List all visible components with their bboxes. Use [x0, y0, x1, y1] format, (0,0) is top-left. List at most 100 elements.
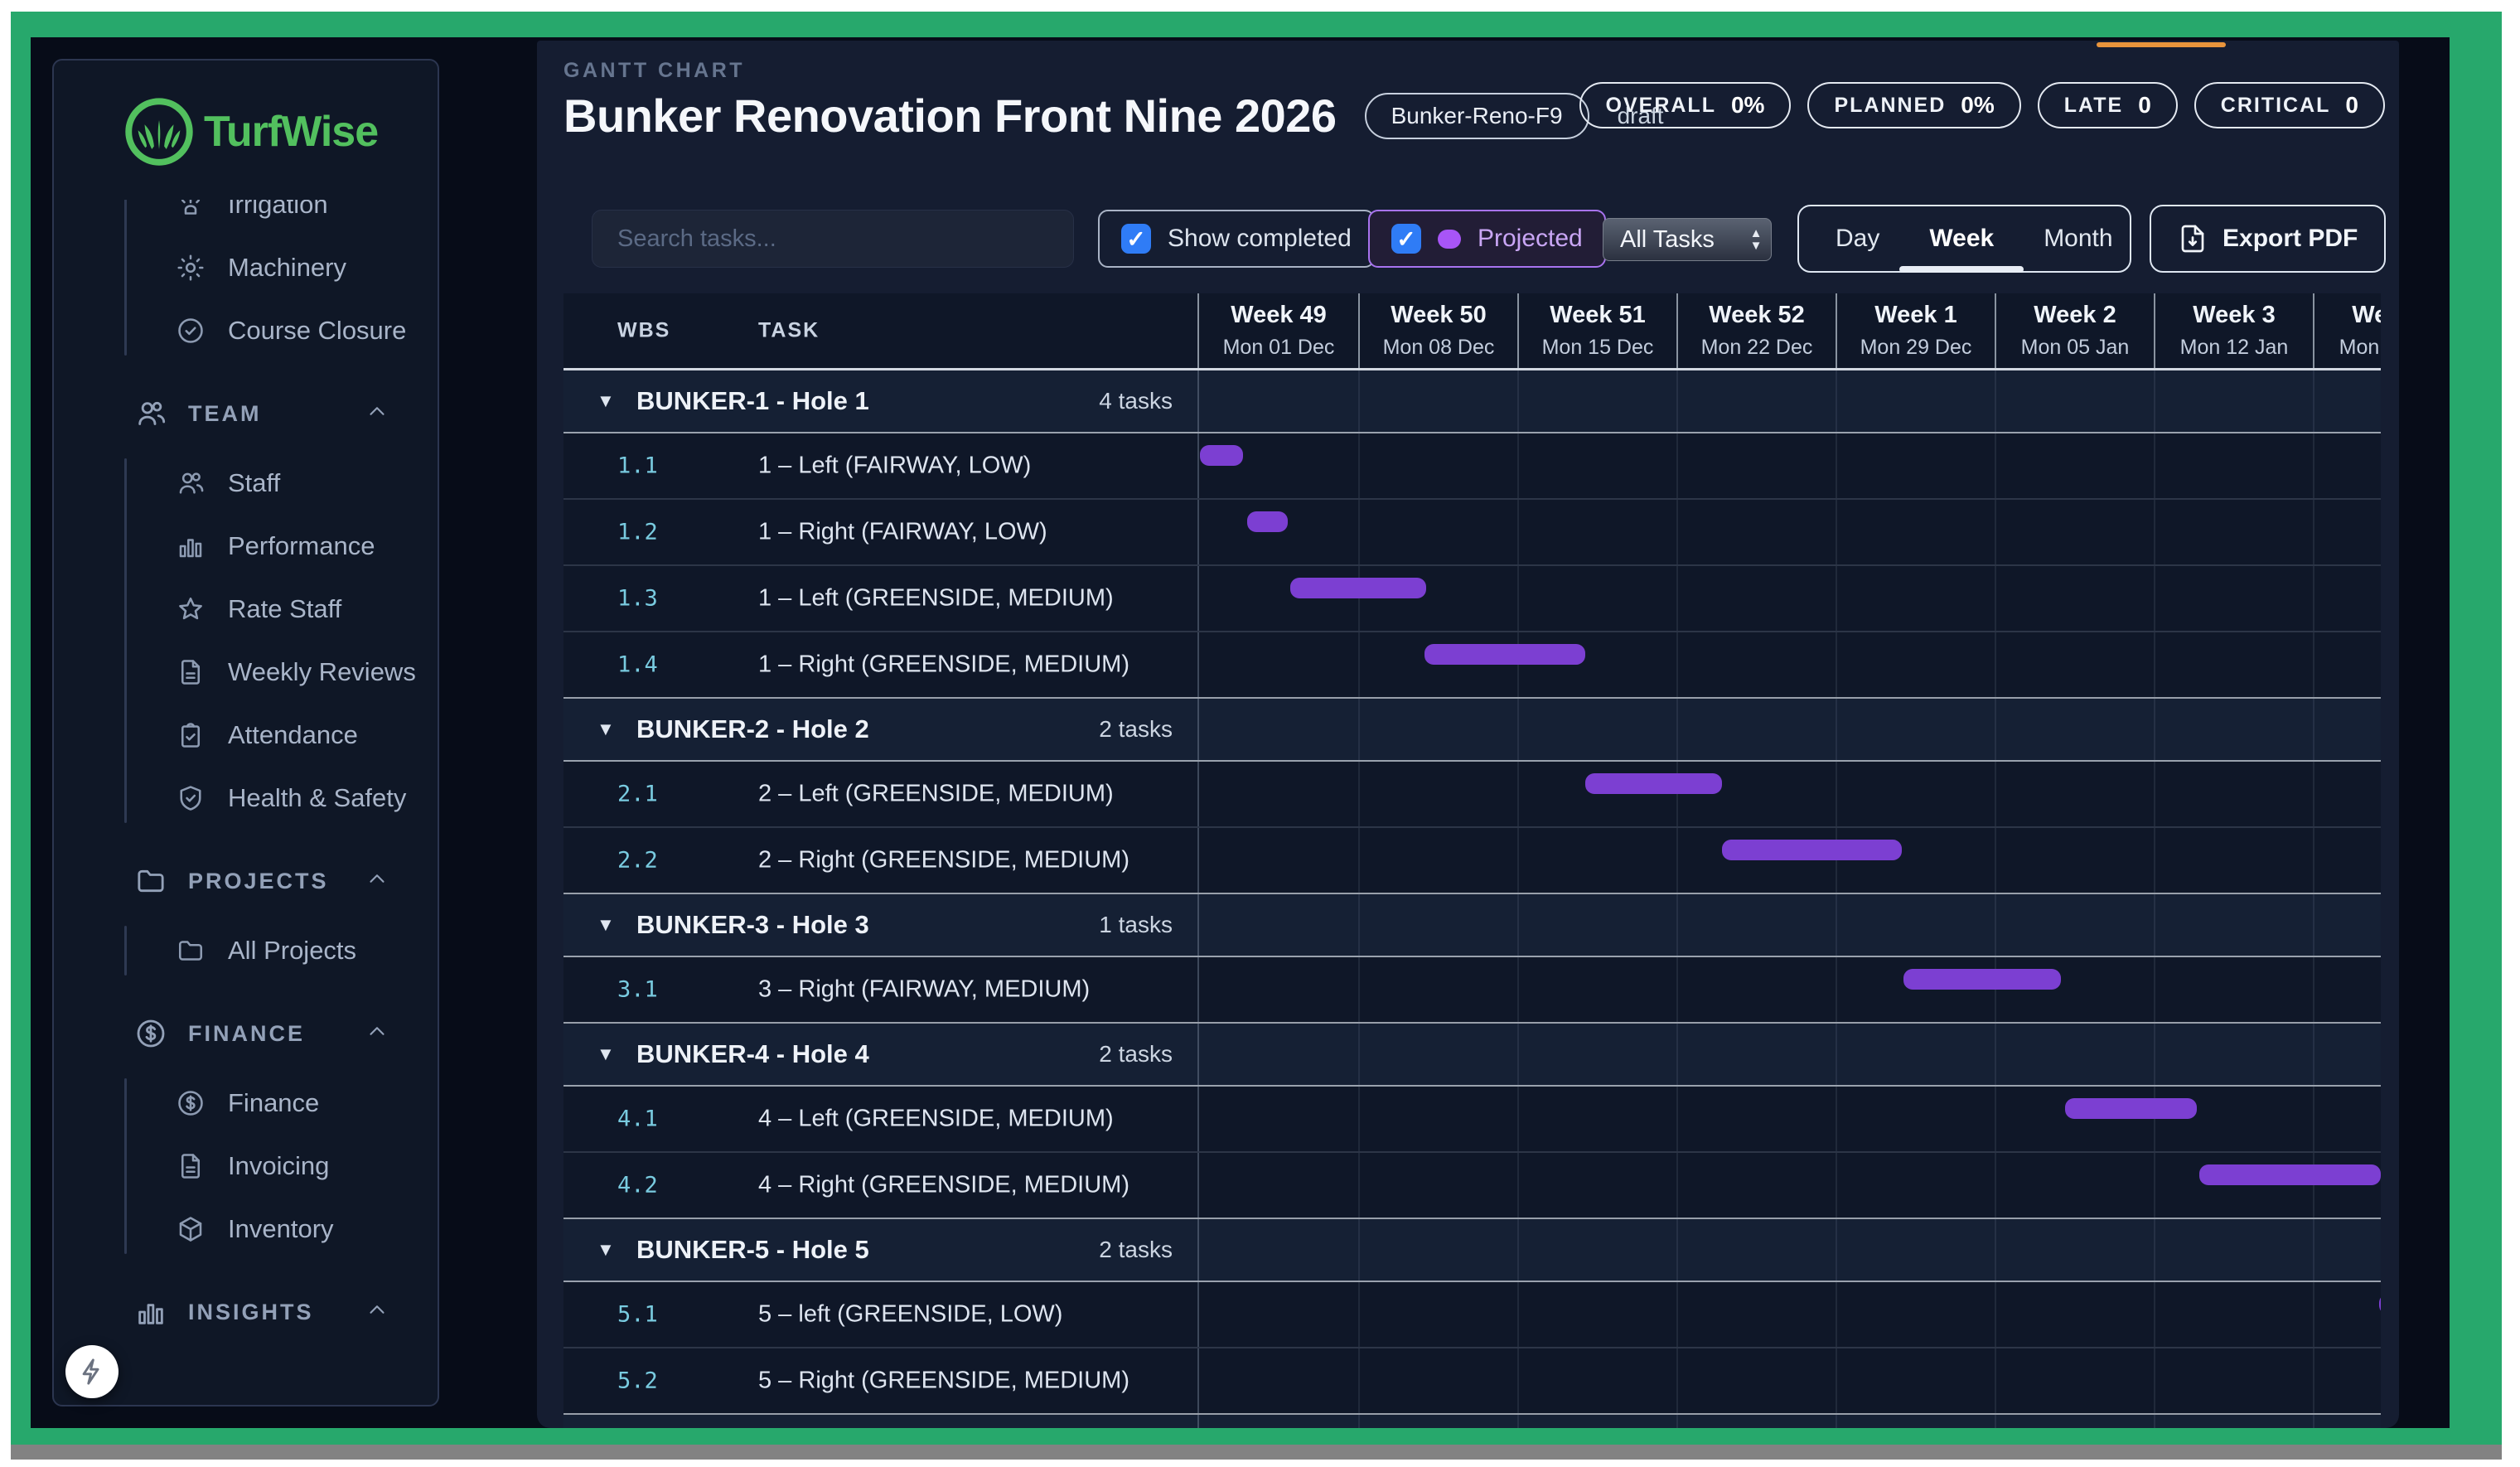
gantt-bar[interactable] [1246, 511, 1288, 532]
week-gridline [1676, 1087, 1678, 1151]
week-gridline [1676, 1024, 1678, 1085]
task-filter-select[interactable]: All Tasks ▲ ▼ [1603, 218, 1772, 261]
group-row[interactable]: ▼BUNKER-6 - Hole 62 tasks [563, 1415, 2381, 1428]
gantt-bar[interactable] [1289, 578, 1427, 598]
week-gridline [1517, 1087, 1519, 1151]
gantt-bar[interactable] [2378, 1294, 2381, 1314]
week-label: Week 50 [1391, 302, 1487, 328]
checkbox-checked-icon: ✓ [1121, 224, 1151, 254]
task-row[interactable]: 1.4 1 – Right (GREENSIDE, MEDIUM) [563, 632, 2381, 699]
projected-toggle[interactable]: ✓ Projected [1368, 210, 1606, 268]
sidebar-item-weekly-reviews[interactable]: Weekly Reviews [54, 641, 438, 704]
gantt-bar[interactable] [1721, 840, 1902, 860]
sidebar-item-label: Weekly Reviews [228, 657, 416, 686]
week-gridline [1358, 1219, 1360, 1281]
gantt-bar[interactable] [1424, 644, 1586, 665]
task-name: 1 – Right (FAIRWAY, LOW) [758, 518, 1047, 545]
week-gridline [1358, 500, 1360, 564]
week-date-label: Mon 12 Jan [2179, 336, 2289, 359]
group-row[interactable]: ▼ BUNKER-4 - Hole 4 2 tasks [563, 1024, 2381, 1087]
group-cell: ▼ BUNKER-3 - Hole 3 1 tasks [563, 894, 1197, 956]
collapse-caret-icon[interactable]: ▼ [597, 914, 615, 935]
group-row[interactable]: ▼ BUNKER-3 - Hole 3 1 tasks [563, 894, 2381, 957]
task-row[interactable]: 5.2 5 – Right (GREENSIDE, MEDIUM) [563, 1348, 2381, 1415]
week-gridline [1517, 1024, 1519, 1085]
dollar-icon [178, 1091, 203, 1116]
gantt-bar[interactable] [1903, 969, 2061, 990]
week-gridline [2154, 1415, 2155, 1428]
task-name: 1 – Left (FAIRWAY, LOW) [758, 452, 1032, 479]
week-gridline [1358, 1348, 1360, 1413]
week-gridline [1995, 566, 1996, 631]
page-eyebrow: GANTT CHART [563, 59, 746, 82]
week-gridline [1836, 762, 1837, 826]
week-gridline [1676, 566, 1678, 631]
projected-label: Projected [1478, 225, 1583, 252]
week-gridline [1358, 370, 1360, 432]
sidebar-item-invoicing[interactable]: Invoicing [54, 1135, 438, 1198]
task-cell: 5.2 5 – Right (GREENSIDE, MEDIUM) [563, 1348, 1197, 1413]
quick-action-fab[interactable] [65, 1345, 119, 1398]
timeline-cell [1197, 566, 2381, 631]
week-gridline [2313, 699, 2314, 760]
view-day-button[interactable]: Day [1836, 225, 1880, 252]
task-row[interactable]: 2.1 2 – Left (GREENSIDE, MEDIUM) [563, 762, 2381, 828]
sidebar-section-projects[interactable]: PROJECTS [54, 848, 438, 914]
sidebar-item-attendance[interactable]: Attendance [54, 704, 438, 767]
timeline-cell [1197, 762, 2381, 826]
week-gridline [2154, 957, 2155, 1022]
timeline-cell [1197, 500, 2381, 564]
sidebar-item-performance[interactable]: Performance [54, 515, 438, 578]
group-task-count: 1 tasks [1099, 912, 1173, 937]
app-root: TurfWise Irrigation Machinery Course Closu… [31, 37, 2450, 1428]
gantt-bar[interactable] [2065, 1098, 2198, 1119]
sidebar-item-rate-staff[interactable]: Rate Staff [54, 578, 438, 641]
task-row[interactable]: 5.1 5 – left (GREENSIDE, LOW) [563, 1282, 2381, 1348]
week-gridline [1836, 957, 1837, 1022]
sidebar-section-finance[interactable]: FINANCE [54, 1000, 438, 1067]
show-completed-toggle[interactable]: ✓ Show completed [1098, 210, 1375, 268]
gantt-bar[interactable] [1200, 445, 1244, 466]
group-row[interactable]: ▼ BUNKER-5 - Hole 5 2 tasks [563, 1219, 2381, 1282]
export-pdf-button[interactable]: Export PDF [2150, 205, 2387, 273]
task-row[interactable]: 1.1 1 – Left (FAIRWAY, LOW) [563, 433, 2381, 500]
bolt-icon [82, 1358, 99, 1385]
collapse-caret-icon[interactable]: ▼ [597, 719, 615, 739]
view-week-button[interactable]: Week [1904, 206, 2019, 271]
sidebar-item-course-closure[interactable]: Course Closure [54, 299, 438, 362]
gantt-bar[interactable] [2198, 1164, 2381, 1185]
group-row[interactable]: ▼ BUNKER-2 - Hole 2 2 tasks [563, 699, 2381, 762]
group-label: BUNKER-4 - Hole 4 [636, 1039, 869, 1068]
collapse-caret-icon[interactable]: ▼ [597, 1239, 615, 1260]
sidebar-section-team[interactable]: TEAM [54, 380, 438, 447]
check-circle-icon [178, 318, 203, 343]
search-input[interactable] [592, 210, 1074, 268]
week-gridline [2313, 370, 2314, 432]
view-month-button[interactable]: Month [2044, 225, 2113, 252]
week-label: Week 3 [2193, 302, 2276, 328]
sidebar-item-finance[interactable]: Finance [54, 1072, 438, 1135]
gantt-bar[interactable] [1585, 773, 1722, 794]
show-completed-label: Show completed [1168, 225, 1352, 252]
sidebar-item-staff[interactable]: Staff [54, 452, 438, 515]
week-gridline [1836, 894, 1837, 956]
collapse-caret-icon[interactable]: ▼ [597, 390, 615, 411]
sidebar-section-insights[interactable]: INSIGHTS [54, 1279, 438, 1345]
group-row[interactable]: ▼ BUNKER-1 - Hole 1 4 tasks [563, 370, 2381, 433]
clipboard-icon [181, 723, 201, 748]
task-row[interactable]: 1.2 1 – Right (FAIRWAY, LOW) [563, 500, 2381, 566]
sidebar-item-all-projects[interactable]: All Projects [54, 919, 438, 982]
sidebar-item-irrigation[interactable]: Irrigation [54, 200, 438, 236]
week-gridline [1836, 1219, 1837, 1281]
sidebar-item-health-safety[interactable]: Health & Safety [54, 767, 438, 830]
week-gridline [1358, 566, 1360, 631]
task-row[interactable]: 4.2 4 – Right (GREENSIDE, MEDIUM) [563, 1153, 2381, 1219]
task-row[interactable]: 1.3 1 – Left (GREENSIDE, MEDIUM) [563, 566, 2381, 632]
task-row[interactable]: 2.2 2 – Right (GREENSIDE, MEDIUM) [563, 828, 2381, 894]
sidebar-item-machinery[interactable]: Machinery [54, 236, 438, 299]
task-row[interactable]: 3.1 3 – Right (FAIRWAY, MEDIUM) [563, 957, 2381, 1024]
collapse-caret-icon[interactable]: ▼ [597, 1043, 615, 1064]
task-wbs: 5.2 [617, 1368, 658, 1394]
task-row[interactable]: 4.1 4 – Left (GREENSIDE, MEDIUM) [563, 1087, 2381, 1153]
sidebar-item-inventory[interactable]: Inventory [54, 1198, 438, 1261]
